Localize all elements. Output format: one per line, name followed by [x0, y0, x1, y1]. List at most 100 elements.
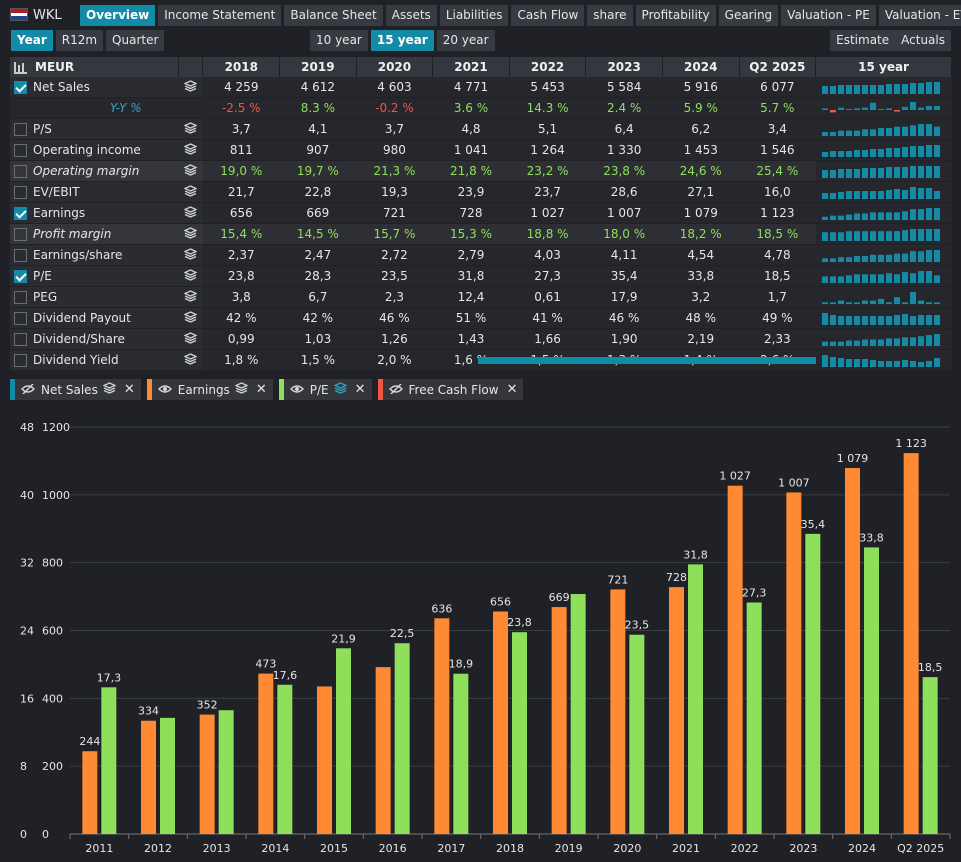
row-label[interactable]: Earnings/share: [10, 244, 179, 266]
horizontal-scrollbar[interactable]: [478, 357, 816, 364]
tab-share[interactable]: share: [587, 5, 633, 26]
mode-tab-estimate[interactable]: Estimate: [836, 33, 890, 47]
x-tick-label: 2023: [789, 842, 817, 855]
layers-icon[interactable]: [178, 139, 203, 161]
row-label[interactable]: EV/EBIT: [10, 181, 179, 203]
row-checkbox[interactable]: [14, 207, 27, 220]
layers-icon[interactable]: [178, 118, 203, 140]
eye-slash-icon[interactable]: [388, 383, 403, 397]
mode-tab-actuals[interactable]: Actuals: [901, 33, 945, 47]
spark-bar: [933, 82, 940, 94]
remove-series-close-icon[interactable]: ✕: [255, 382, 267, 397]
layers-icon[interactable]: [234, 382, 249, 397]
layers-icon[interactable]: [102, 382, 117, 397]
spark-bar: [853, 169, 860, 178]
year-header: 2022: [509, 57, 587, 77]
eye-slash-icon[interactable]: [21, 383, 35, 397]
legend-item-free-cash-flow[interactable]: Free Cash Flow ✕: [377, 379, 524, 400]
range-tab-10-year[interactable]: 10 year: [310, 30, 368, 51]
right-axis-tick-label: 400: [42, 692, 63, 705]
row-checkbox[interactable]: [14, 312, 27, 325]
row-checkbox[interactable]: [14, 354, 27, 367]
tab-valuation-ev[interactable]: Valuation - EV: [878, 5, 961, 26]
data-label: 33,8: [859, 531, 884, 544]
row-checkbox[interactable]: [14, 81, 27, 94]
spark-bar: [869, 254, 876, 262]
tab-profitability[interactable]: Profitability: [635, 5, 716, 26]
layers-icon[interactable]: [178, 265, 203, 287]
sparkline-chart: [821, 334, 940, 346]
spark-bar: [829, 276, 836, 283]
spark-bar: [821, 258, 828, 262]
sparkline: [815, 160, 952, 182]
row-label[interactable]: P/S: [10, 118, 179, 140]
row-checkbox[interactable]: [14, 270, 27, 283]
remove-series-close-icon[interactable]: ✕: [354, 382, 366, 397]
tab-gearing[interactable]: Gearing: [718, 5, 779, 26]
layers-icon[interactable]: [178, 77, 203, 98]
remove-series-close-icon[interactable]: ✕: [506, 382, 518, 397]
tab-overview[interactable]: Overview: [80, 5, 156, 26]
row-label[interactable]: Operating margin: [10, 160, 179, 182]
bar-chart-icon[interactable]: [14, 61, 27, 74]
layers-icon[interactable]: [178, 244, 203, 266]
row-label-text: PEG: [33, 290, 58, 304]
spark-bar: [861, 274, 868, 283]
period-tab-year[interactable]: Year: [11, 30, 53, 51]
row-label[interactable]: PEG: [10, 286, 179, 308]
data-label: 31,8: [683, 548, 708, 561]
row-checkbox[interactable]: [14, 249, 27, 262]
remove-series-close-icon[interactable]: ✕: [123, 382, 135, 397]
layers-icon[interactable]: [178, 160, 203, 182]
row-label[interactable]: P/E: [10, 265, 179, 287]
range-tab-20-year[interactable]: 20 year: [436, 30, 495, 51]
table-row: Y-Y % -2.5 % 8.3 % -0.2 % 3.6 % 14.3 % 2.4 % 5.…: [10, 97, 952, 119]
row-checkbox[interactable]: [14, 186, 27, 199]
period-tab-r12m[interactable]: R12m: [55, 30, 104, 51]
table-cell: 4,8: [432, 118, 510, 140]
row-label[interactable]: Dividend Yield: [10, 349, 179, 371]
row-checkbox[interactable]: [14, 333, 27, 346]
row-label[interactable]: Dividend/Share: [10, 328, 179, 350]
layers-icon[interactable]: [178, 307, 203, 329]
row-checkbox[interactable]: [14, 291, 27, 304]
spark-bar: [933, 358, 940, 367]
period-tab-quarter[interactable]: Quarter: [106, 30, 165, 51]
legend-item-net-sales[interactable]: Net Sales ✕: [10, 379, 141, 400]
row-label[interactable]: Operating income: [10, 139, 179, 161]
eye-icon[interactable]: [289, 383, 304, 397]
table-cell: 3.6 %: [432, 97, 510, 119]
layers-icon[interactable]: [178, 181, 203, 203]
tab-balance-sheet[interactable]: Balance Sheet: [284, 5, 383, 26]
legend-item-p-e[interactable]: P/E ✕: [278, 379, 372, 400]
layers-icon[interactable]: [178, 349, 203, 371]
data-label: 18,5: [918, 661, 943, 674]
legend-item-earnings[interactable]: Earnings ✕: [146, 379, 273, 400]
row-label[interactable]: Net Sales: [10, 77, 179, 98]
layers-icon[interactable]: [178, 286, 203, 308]
tab-valuation-pe[interactable]: Valuation - PE: [781, 5, 876, 26]
bar-pe: [570, 594, 586, 834]
layers-icon[interactable]: [333, 382, 348, 397]
right-axis-tick-label: 800: [42, 557, 63, 570]
layers-icon[interactable]: [178, 202, 203, 224]
row-checkbox[interactable]: [14, 144, 27, 157]
row-label[interactable]: Earnings: [10, 202, 179, 224]
row-checkbox[interactable]: [14, 228, 27, 241]
tab-assets[interactable]: Assets: [385, 5, 437, 26]
layers-icon[interactable]: [178, 223, 203, 245]
tab-cash-flow[interactable]: Cash Flow: [511, 5, 585, 26]
eye-icon[interactable]: [157, 383, 172, 397]
spark-bar: [837, 358, 844, 367]
data-label: 352: [197, 699, 218, 712]
row-checkbox[interactable]: [14, 165, 27, 178]
tab-liabilities[interactable]: Liabilities: [439, 5, 509, 26]
row-label[interactable]: Profit margin: [10, 223, 179, 245]
tab-income-statement[interactable]: Income Statement: [158, 5, 282, 26]
row-label[interactable]: Dividend Payout: [10, 307, 179, 329]
row-checkbox[interactable]: [14, 123, 27, 136]
layers-icon[interactable]: [178, 328, 203, 350]
spark-bar: [837, 341, 844, 346]
range-tab-15-year[interactable]: 15 year: [370, 30, 434, 51]
x-tick-label: 2012: [144, 842, 172, 855]
